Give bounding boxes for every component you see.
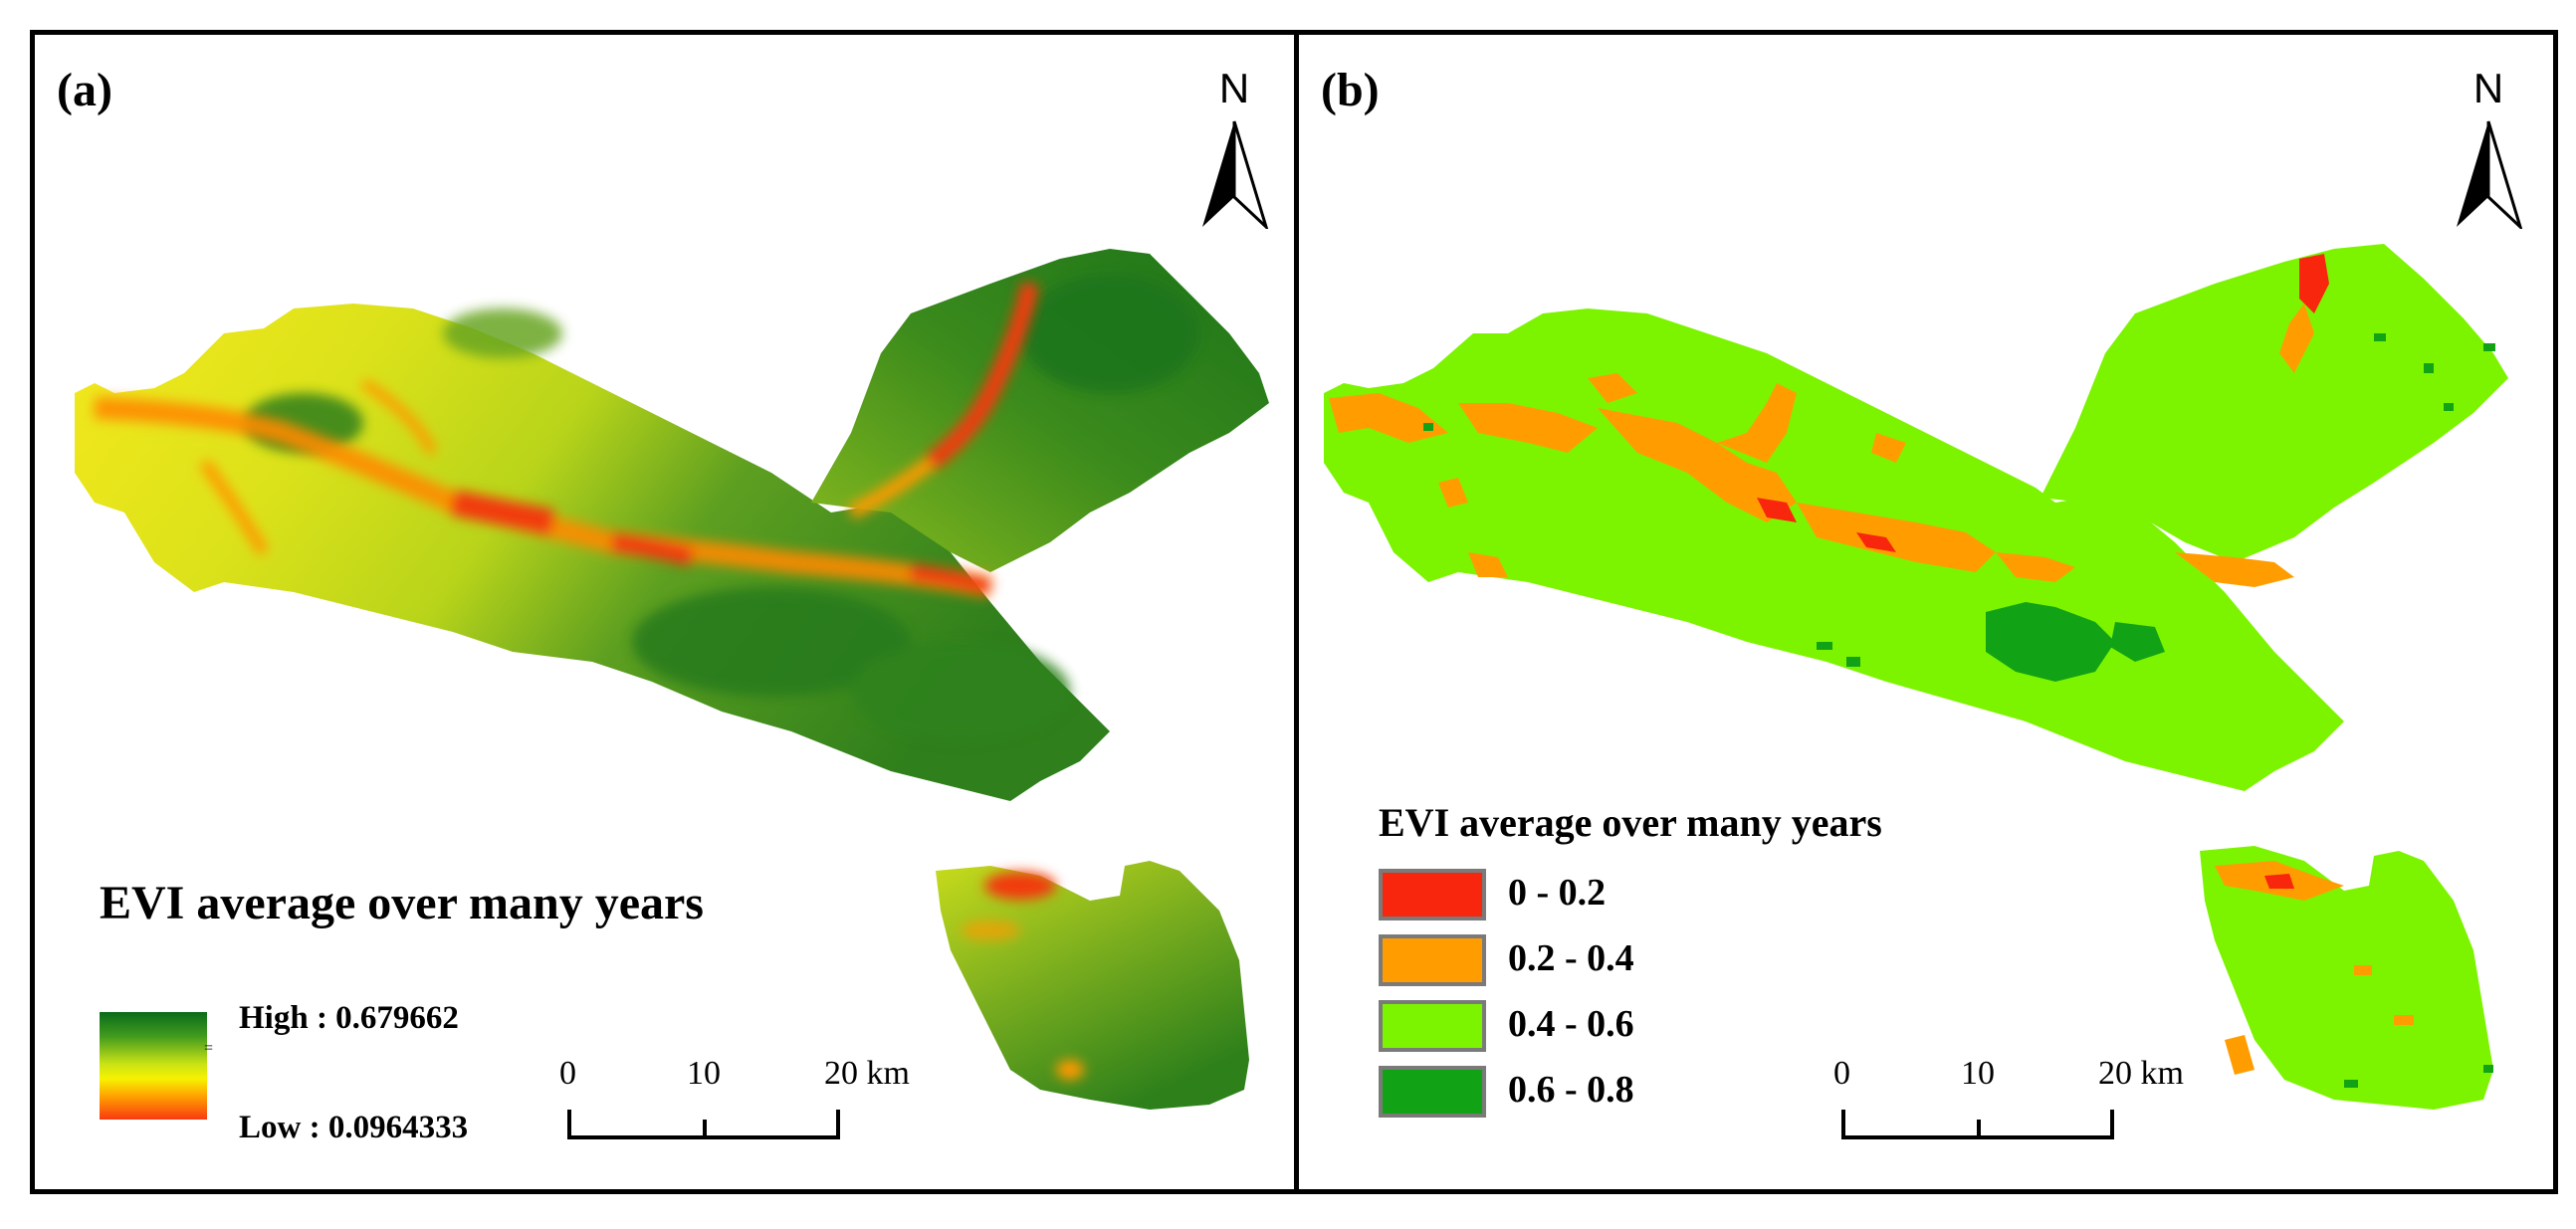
swatch-0.4-0.6 bbox=[1379, 1000, 1486, 1052]
class-0-0.2-areas bbox=[1757, 254, 2329, 889]
high-label: High : 0.679662 bbox=[239, 1000, 459, 1036]
swatch-0-0.2 bbox=[1379, 869, 1486, 921]
continuous-evi-map bbox=[75, 249, 1269, 1110]
scale-tick-0: 0 bbox=[1833, 1055, 1850, 1092]
legend-title-b: EVI average over many years bbox=[1379, 800, 1882, 845]
class-label: 0 - 0.2 bbox=[1508, 872, 1607, 914]
panel-a-label: (a) bbox=[57, 64, 112, 116]
scale-tick-20: 20 km bbox=[824, 1055, 910, 1092]
high-evi-patches bbox=[244, 274, 1199, 741]
swatch-0.2-0.4 bbox=[1379, 934, 1486, 986]
scale-bar-line bbox=[1841, 1110, 2114, 1139]
low-evi-stream-network bbox=[94, 282, 1039, 598]
scale-tick-20: 20 km bbox=[2098, 1055, 2184, 1092]
north-letter: N bbox=[2472, 65, 2504, 111]
north-letter: N bbox=[1218, 65, 1250, 111]
scale-tick-0: 0 bbox=[559, 1055, 576, 1092]
panel-b: (b) N EVI average over many years 0 - 0.… bbox=[1294, 30, 2558, 1194]
region-southeast-island bbox=[936, 861, 1249, 1110]
north-arrow-icon bbox=[2457, 120, 2523, 229]
scale-tick-10: 10 bbox=[687, 1055, 721, 1092]
panel-b-label: (b) bbox=[1321, 64, 1380, 116]
panel-a: (a) N EVI average over many years = High… bbox=[30, 30, 1299, 1194]
swatch-0.6-0.8 bbox=[1379, 1066, 1486, 1118]
island-low-evi-spots bbox=[961, 872, 1084, 1080]
class-label: 0.4 - 0.6 bbox=[1508, 1003, 1634, 1045]
continuous-color-ramp bbox=[100, 1012, 207, 1120]
low-label: Low : 0.0964333 bbox=[239, 1110, 469, 1145]
scale-bar-a: 0 10 20 km bbox=[559, 1055, 910, 1144]
scale-bar-b: 0 10 20 km bbox=[1833, 1055, 2184, 1144]
class-region-southeast-island bbox=[2200, 846, 2493, 1110]
legend-title-a: EVI average over many years bbox=[100, 877, 704, 929]
class-0.2-0.4-areas bbox=[1329, 304, 2414, 1075]
class-label: 0.2 - 0.4 bbox=[1508, 937, 1634, 979]
scale-bar-line bbox=[567, 1110, 840, 1139]
north-arrow-b: N bbox=[2444, 65, 2533, 234]
north-arrow-icon bbox=[1202, 120, 1269, 229]
classified-evi-map bbox=[1324, 244, 2508, 1110]
class-0.6-0.8-areas bbox=[1423, 333, 2495, 1088]
class-legend: 0 - 0.2 0.2 - 0.4 0.4 - 0.6 0.6 - 0.8 bbox=[1379, 869, 1777, 1127]
north-arrow-a: N bbox=[1189, 65, 1279, 234]
scale-tick-10: 10 bbox=[1961, 1055, 1995, 1092]
ramp-marker: = bbox=[204, 1040, 214, 1057]
class-label: 0.6 - 0.8 bbox=[1508, 1069, 1634, 1111]
class-region-northeast-arm bbox=[2040, 244, 2508, 562]
